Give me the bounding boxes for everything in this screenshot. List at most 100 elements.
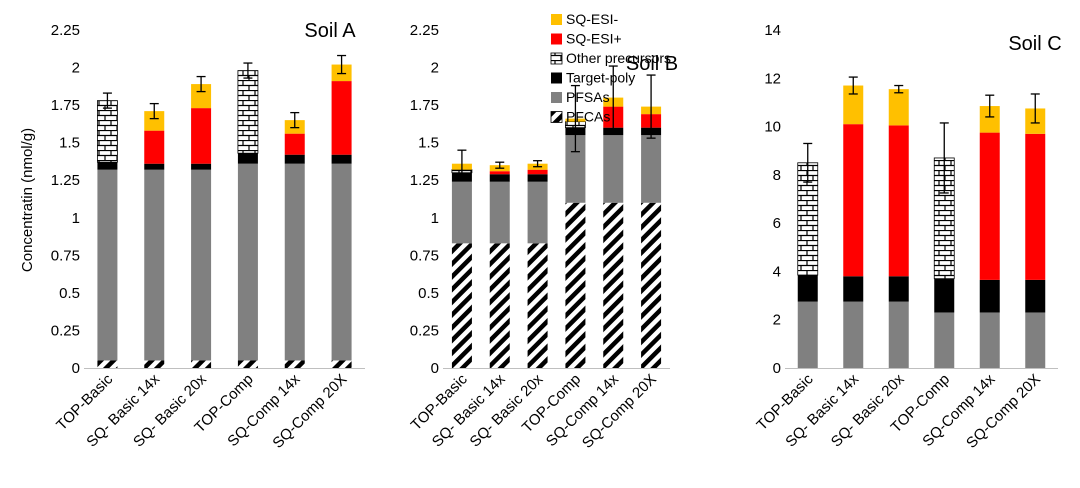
panel-title: Soil C: [1008, 33, 1061, 55]
bar-segment-esi-plus: [331, 81, 352, 155]
bar-segment-pfca: [451, 243, 472, 368]
y-tick-label: 4: [773, 263, 781, 280]
bar-segment-esi-minus: [979, 106, 1000, 133]
y-tick-label: 10: [764, 119, 781, 136]
error-bar: [803, 142, 813, 183]
error-bar: [939, 122, 949, 194]
bar-segment-pfsa: [797, 301, 818, 368]
bar-segment-pfca: [565, 202, 586, 368]
bar-segment-pfsa: [97, 169, 118, 361]
y-tick-label: 1: [431, 210, 439, 227]
legend-label: SQ-ESI-: [566, 11, 618, 27]
bar-segment-target: [934, 278, 955, 313]
legend-swatch: [550, 52, 563, 65]
bar-segment-esi-plus: [1025, 133, 1046, 280]
error-bar: [1030, 93, 1040, 124]
bar-segment-pfca: [191, 360, 212, 368]
legend-item-esi-plus: SQ-ESI+: [551, 31, 622, 47]
bar-segment-esi-minus: [888, 89, 909, 126]
error-bar: [457, 149, 467, 178]
y-tick-label: 14: [764, 22, 781, 39]
bar-segment-target: [237, 153, 258, 164]
error-bar: [495, 161, 505, 169]
y-tick-label: 1.75: [410, 97, 439, 114]
chart-panel-soil-b: 00.250.50.7511.251.51.7522.25TOP-BasicSQ…: [408, 22, 678, 452]
bar-segment-pfca: [331, 360, 352, 368]
y-tick-label: 0: [72, 360, 80, 377]
bar-segment-pfca: [97, 360, 118, 368]
y-tick-label: 1.25: [410, 172, 439, 189]
bar-segment-target: [144, 163, 165, 170]
legend-swatch: [551, 33, 562, 45]
legend-item-esi-minus: SQ-ESI-: [551, 11, 618, 27]
bar-segment-target: [888, 276, 909, 302]
bar-segment-pfsa: [843, 301, 864, 368]
chart-panel-soil-a: 00.250.50.7511.251.51.7522.25TOP-BasicSQ…: [51, 20, 365, 452]
error-bar: [894, 84, 904, 94]
bar-segment-esi-plus: [888, 125, 909, 277]
bar-segment-esi-plus: [527, 169, 548, 175]
error-bar: [102, 92, 112, 109]
legend-item-pfsa: PFSAs: [551, 89, 610, 105]
legend-label: PFCAs: [566, 109, 610, 125]
legend-swatch: [550, 111, 563, 123]
bar-segment-esi-plus: [843, 124, 864, 277]
panel-title: Soil A: [304, 20, 356, 42]
bar-segment-esi-minus: [843, 85, 864, 125]
bar-segment-target: [191, 163, 212, 170]
error-bar: [337, 54, 347, 75]
bar-segment-pfca: [237, 360, 258, 368]
error-bar: [149, 102, 159, 120]
legend-swatch: [551, 72, 562, 84]
bar-segment-esi-plus: [284, 133, 305, 155]
bar-segment-target: [284, 154, 305, 164]
y-tick-label: 2: [72, 60, 80, 77]
bar-segment-pfsa: [451, 181, 472, 244]
legend: SQ-ESI- SQ-ESI+ Other precursors Target-pol…: [550, 11, 671, 125]
bar-segment-target: [797, 275, 818, 302]
y-tick-label: 1.5: [59, 135, 80, 152]
y-tick-label: 8: [773, 167, 781, 184]
legend-label: Other precursors: [566, 50, 671, 66]
y-tick-label: 0.25: [410, 322, 439, 339]
bar-segment-esi-minus: [144, 111, 165, 131]
bar-segment-target: [97, 162, 118, 170]
bar-segment-pfsa: [237, 163, 258, 361]
error-bar: [533, 160, 543, 168]
bar-segment-other: [237, 70, 259, 154]
error-bar: [243, 62, 253, 79]
bar-segment-esi-plus: [489, 171, 510, 175]
legend-item-pfca: PFCAs: [550, 109, 610, 125]
error-bar: [196, 75, 206, 93]
error-bar: [570, 84, 580, 153]
bar-segment-pfsa: [331, 163, 352, 361]
y-tick-label: 0.25: [51, 322, 80, 339]
y-tick-label: 6: [773, 215, 781, 232]
legend-item-other: Other precursors: [550, 50, 671, 66]
bar-segment-pfsa: [979, 312, 1000, 368]
y-tick-label: 2: [431, 60, 439, 77]
y-tick-label: 0.75: [410, 247, 439, 264]
bar-segment-pfsa: [144, 169, 165, 361]
y-tick-label: 1: [72, 210, 80, 227]
legend-item-target: Target-poly: [551, 70, 635, 86]
bar-segment-esi-plus: [144, 130, 165, 164]
bar-segment-pfca: [144, 360, 165, 368]
bar-segment-target: [843, 276, 864, 302]
bar-segment-pfsa: [489, 181, 510, 244]
y-tick-label: 2.25: [410, 22, 439, 39]
bar-segment-target: [603, 127, 624, 136]
bar-segment-pfsa: [565, 135, 586, 203]
y-tick-label: 0: [431, 360, 439, 377]
bar-segment-pfsa: [603, 135, 624, 203]
legend-swatch: [551, 92, 562, 103]
legend-swatch: [551, 14, 562, 25]
bar-segment-pfsa: [934, 312, 955, 368]
y-tick-label: 1.75: [51, 97, 80, 114]
bar-segment-pfsa: [888, 301, 909, 368]
error-bar: [290, 111, 300, 129]
panel-title: Soil B: [626, 53, 678, 75]
bar-segment-pfsa: [1025, 312, 1046, 368]
